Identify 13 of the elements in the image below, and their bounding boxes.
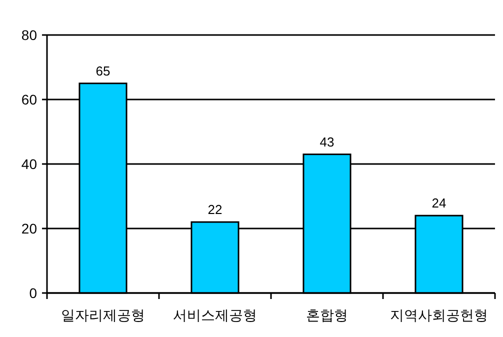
y-tick-label: 40: [21, 156, 38, 172]
y-tick-label: 0: [29, 285, 38, 301]
x-tick-label: 서비스제공형: [173, 307, 257, 323]
data-label: 65: [96, 63, 110, 78]
y-tick-label: 80: [21, 27, 38, 43]
x-tick-label: 혼합형: [306, 307, 348, 323]
x-tick-label: 지역사회공헌형: [390, 307, 488, 323]
y-tick-label: 60: [21, 92, 38, 108]
y-tick-label: 20: [21, 220, 38, 236]
data-label: 22: [208, 202, 222, 218]
data-label: 43: [320, 134, 334, 150]
x-tick-label: 일자리제공형: [61, 307, 145, 323]
data-label: 24: [432, 196, 446, 211]
